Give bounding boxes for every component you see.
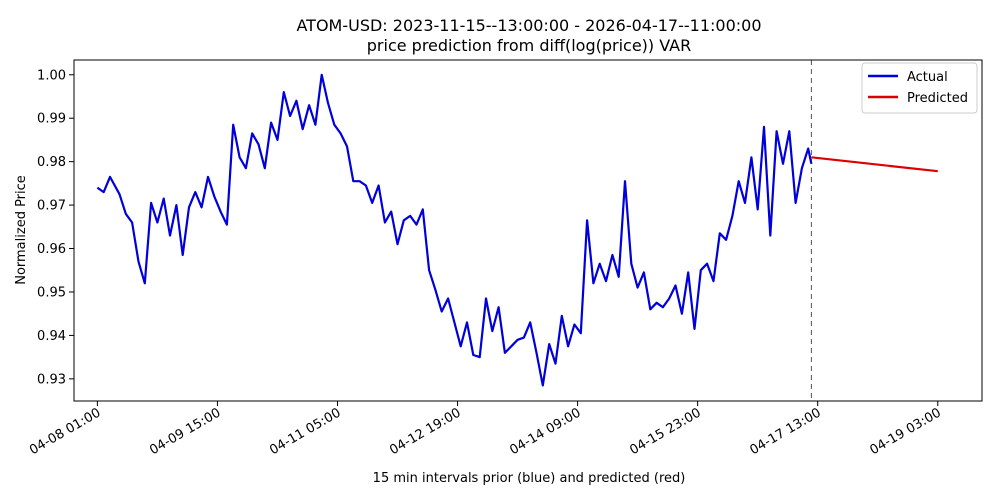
plot-area (73, 59, 983, 402)
series-line-actual (96, 73, 813, 387)
x-tick-label: 04-08 01:00 (27, 405, 103, 458)
x-tick-label: 04-17 13:00 (747, 405, 823, 458)
y-tick-label: 0.96 (37, 242, 66, 257)
chart-subtitle: price prediction from diff(log(price)) V… (367, 36, 691, 55)
x-axis: 04-08 01:00 04-09 15:00 04-11 05:00 04-12 1… (27, 401, 944, 458)
x-tick-label: 04-09 15:00 (147, 405, 223, 458)
series-line-predicted (811, 156, 938, 173)
legend: Actual Predicted (861, 62, 978, 114)
y-tick-label: 0.97 (37, 199, 66, 214)
y-axis: 0.93 0.94 0.95 0.96 0.97 0.98 0.99 1.00 (37, 68, 74, 387)
x-tick-label: 04-15 23:00 (627, 405, 703, 458)
chart-title: ATOM-USD: 2023-11-15--13:00:00 - 2026-04… (296, 16, 761, 35)
plot-frame (73, 59, 983, 402)
y-tick-label: 0.95 (37, 285, 66, 300)
x-tick-label: 04-12 19:00 (387, 405, 463, 458)
y-tick-label: 0.93 (37, 372, 66, 387)
legend-label-actual: Actual (907, 70, 948, 85)
legend-label-predicted: Predicted (907, 91, 968, 106)
y-tick-label: 0.94 (37, 329, 66, 344)
y-tick-label: 0.98 (37, 155, 66, 170)
y-tick-label: 1.00 (37, 68, 66, 83)
x-tick-label: 04-19 03:00 (868, 405, 944, 458)
x-tick-label: 04-14 09:00 (507, 405, 583, 458)
x-tick-label: 04-11 05:00 (267, 405, 343, 458)
x-axis-label: 15 min intervals prior (blue) and predic… (373, 471, 686, 486)
y-tick-label: 0.99 (37, 112, 66, 127)
y-axis-label: Normalized Price (14, 175, 29, 285)
